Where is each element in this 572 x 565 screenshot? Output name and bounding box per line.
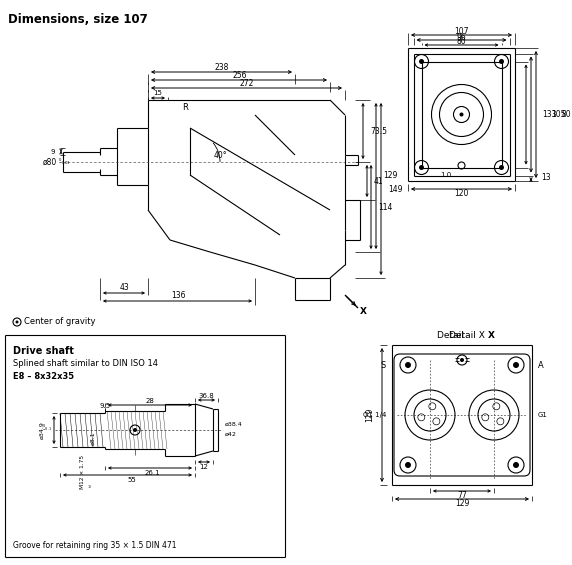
Text: 73.5: 73.5 bbox=[370, 127, 387, 136]
Text: 105: 105 bbox=[551, 110, 566, 119]
Circle shape bbox=[133, 428, 137, 432]
Text: ø38.4: ø38.4 bbox=[225, 421, 243, 427]
Text: 107: 107 bbox=[454, 28, 468, 37]
Text: 9: 9 bbox=[50, 149, 55, 155]
Text: 12: 12 bbox=[200, 464, 208, 470]
Text: 55: 55 bbox=[128, 477, 136, 483]
Text: 80: 80 bbox=[456, 37, 466, 46]
Text: R: R bbox=[182, 102, 188, 111]
Text: 129: 129 bbox=[455, 498, 469, 507]
Text: G1: G1 bbox=[538, 412, 548, 418]
Text: 15: 15 bbox=[153, 90, 162, 96]
Text: 43: 43 bbox=[119, 284, 129, 293]
Text: 272: 272 bbox=[240, 79, 254, 88]
Circle shape bbox=[459, 112, 463, 116]
Text: Detail: Detail bbox=[437, 331, 467, 340]
Text: A: A bbox=[538, 360, 544, 370]
Text: ø80: ø80 bbox=[43, 158, 57, 167]
Text: $^{1)}$: $^{1)}$ bbox=[87, 485, 92, 490]
Text: $^{0}_{-0.03}$: $^{0}_{-0.03}$ bbox=[58, 157, 71, 167]
Text: Groove for retaining ring 35 × 1.5 DIN 471: Groove for retaining ring 35 × 1.5 DIN 4… bbox=[13, 541, 177, 550]
Circle shape bbox=[419, 165, 424, 170]
Text: 80: 80 bbox=[561, 110, 571, 119]
Text: ø42: ø42 bbox=[225, 432, 237, 437]
Text: E8 – 8x32x35: E8 – 8x32x35 bbox=[13, 372, 74, 381]
Text: $^{0}_{-0.1}$: $^{0}_{-0.1}$ bbox=[42, 422, 52, 433]
Text: Drive shaft: Drive shaft bbox=[13, 346, 74, 356]
Text: 133: 133 bbox=[542, 110, 557, 119]
Text: 238: 238 bbox=[215, 63, 229, 72]
FancyBboxPatch shape bbox=[394, 354, 530, 476]
Text: 114: 114 bbox=[378, 202, 392, 211]
Circle shape bbox=[419, 59, 424, 64]
Circle shape bbox=[15, 320, 18, 324]
Circle shape bbox=[513, 362, 519, 368]
Circle shape bbox=[513, 462, 519, 468]
Circle shape bbox=[405, 362, 411, 368]
Text: Splined shaft similar to DIN ISO 14: Splined shaft similar to DIN ISO 14 bbox=[13, 359, 158, 368]
Text: Detail X: Detail X bbox=[449, 331, 485, 340]
Text: 120: 120 bbox=[454, 189, 468, 198]
Text: 13: 13 bbox=[541, 172, 551, 181]
Text: ø8.1: ø8.1 bbox=[90, 431, 96, 445]
Text: X: X bbox=[359, 307, 367, 316]
Text: 41: 41 bbox=[374, 176, 384, 185]
Text: 1.0: 1.0 bbox=[440, 172, 452, 178]
Text: Center of gravity: Center of gravity bbox=[24, 318, 96, 327]
Text: 77: 77 bbox=[457, 490, 467, 499]
Text: 28: 28 bbox=[145, 398, 154, 404]
Text: ø34.9: ø34.9 bbox=[39, 421, 45, 439]
Text: 9.5: 9.5 bbox=[100, 403, 110, 409]
Text: S: S bbox=[381, 360, 386, 370]
Text: 36.8: 36.8 bbox=[198, 393, 214, 399]
Text: 96: 96 bbox=[456, 33, 466, 41]
Text: 256: 256 bbox=[233, 71, 247, 80]
Circle shape bbox=[499, 59, 504, 64]
Text: 129: 129 bbox=[383, 172, 398, 180]
Circle shape bbox=[460, 358, 464, 362]
Text: G1 1/4: G1 1/4 bbox=[363, 412, 386, 418]
Text: 40°: 40° bbox=[213, 150, 227, 159]
Text: 26.1: 26.1 bbox=[144, 470, 160, 476]
Text: X: X bbox=[488, 331, 495, 340]
Text: M12 × 1.75: M12 × 1.75 bbox=[80, 455, 85, 489]
Text: 136: 136 bbox=[171, 292, 185, 301]
Text: 129: 129 bbox=[366, 408, 375, 422]
Text: Dimensions, size 107: Dimensions, size 107 bbox=[8, 13, 148, 26]
Text: 149: 149 bbox=[388, 185, 403, 193]
Circle shape bbox=[499, 165, 504, 170]
Circle shape bbox=[405, 462, 411, 468]
